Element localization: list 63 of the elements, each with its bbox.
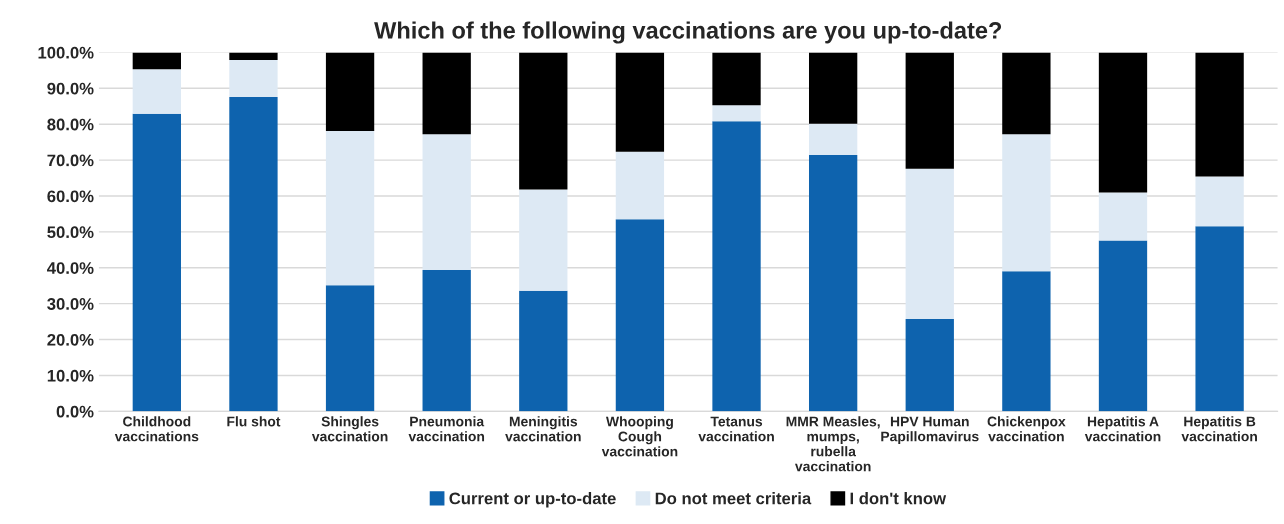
chart-title: Which of the following vaccinations are you up-to-date?	[374, 21, 1002, 44]
bar	[132, 52, 181, 70]
legend-label: Current or up-to-date	[449, 492, 616, 508]
bar	[229, 96, 278, 412]
bar	[229, 52, 278, 60]
x-tick-label: Shingles vaccination	[311, 416, 388, 442]
bar	[519, 189, 568, 291]
y-tick-label: 20.0%	[47, 333, 94, 346]
bar	[325, 285, 375, 412]
bar	[1195, 52, 1244, 177]
legend-label: Do not meet criteria	[655, 492, 812, 505]
bar	[712, 105, 761, 122]
bar	[1098, 52, 1148, 193]
x-tick-label: Chickenpox vaccination	[987, 416, 1066, 442]
x-tick-label: Hepatitis B vaccination	[1181, 416, 1257, 442]
y-tick-label: 70.0%	[47, 154, 94, 167]
bar	[519, 52, 568, 190]
y-tick-label: 90.0%	[47, 82, 94, 95]
y-tick-label: 40.0%	[47, 262, 94, 274]
bar	[712, 121, 761, 412]
bar	[712, 52, 761, 106]
x-tick-label: Tetanus vaccination	[698, 416, 774, 442]
bar	[422, 134, 471, 270]
bar	[808, 52, 858, 124]
bar	[1002, 134, 1051, 272]
bar	[1002, 271, 1051, 412]
bar	[325, 131, 375, 286]
bar	[905, 168, 954, 320]
bar	[422, 52, 471, 135]
y-tick-label: 100.0%	[38, 46, 94, 59]
y-tick-label: 0.0%	[56, 405, 94, 418]
y-tick-label: 30.0%	[47, 298, 94, 310]
bar	[905, 52, 954, 169]
x-tick-label: HPV Human Papillomavirus	[881, 416, 979, 445]
bar	[1002, 52, 1051, 135]
bar	[615, 219, 665, 412]
bar	[808, 123, 858, 156]
bar	[1195, 226, 1244, 412]
x-tick-label: Pneumonia vaccination	[408, 416, 485, 442]
bar	[132, 69, 181, 114]
y-tick-label: 60.0%	[47, 190, 94, 203]
y-tick-label: 50.0%	[47, 226, 94, 239]
x-tick-label: Meningitis vaccination	[505, 416, 581, 442]
bar	[1098, 192, 1148, 241]
x-tick-label: Childhood vaccinations	[114, 416, 199, 442]
bar	[325, 52, 375, 132]
bar	[519, 290, 568, 412]
x-tick-label: Hepatitis A vaccination	[1084, 416, 1161, 442]
x-tick-label: Whooping Cough vaccination	[601, 416, 678, 457]
bar	[1195, 176, 1244, 227]
bar	[229, 59, 278, 97]
bar	[422, 269, 471, 412]
y-tick-label: 80.0%	[47, 118, 94, 131]
x-tick-label: Flu shot	[227, 416, 281, 427]
bar	[905, 319, 954, 412]
bar	[1098, 240, 1148, 412]
bar	[808, 155, 858, 412]
x-tick-label: MMR Measles, mumps, rubella vaccination	[786, 416, 880, 472]
legend-label: I don't know	[850, 492, 947, 505]
y-tick-label: 10.0%	[47, 369, 94, 382]
bar	[615, 151, 665, 220]
bar	[132, 113, 181, 412]
bar	[615, 52, 665, 152]
